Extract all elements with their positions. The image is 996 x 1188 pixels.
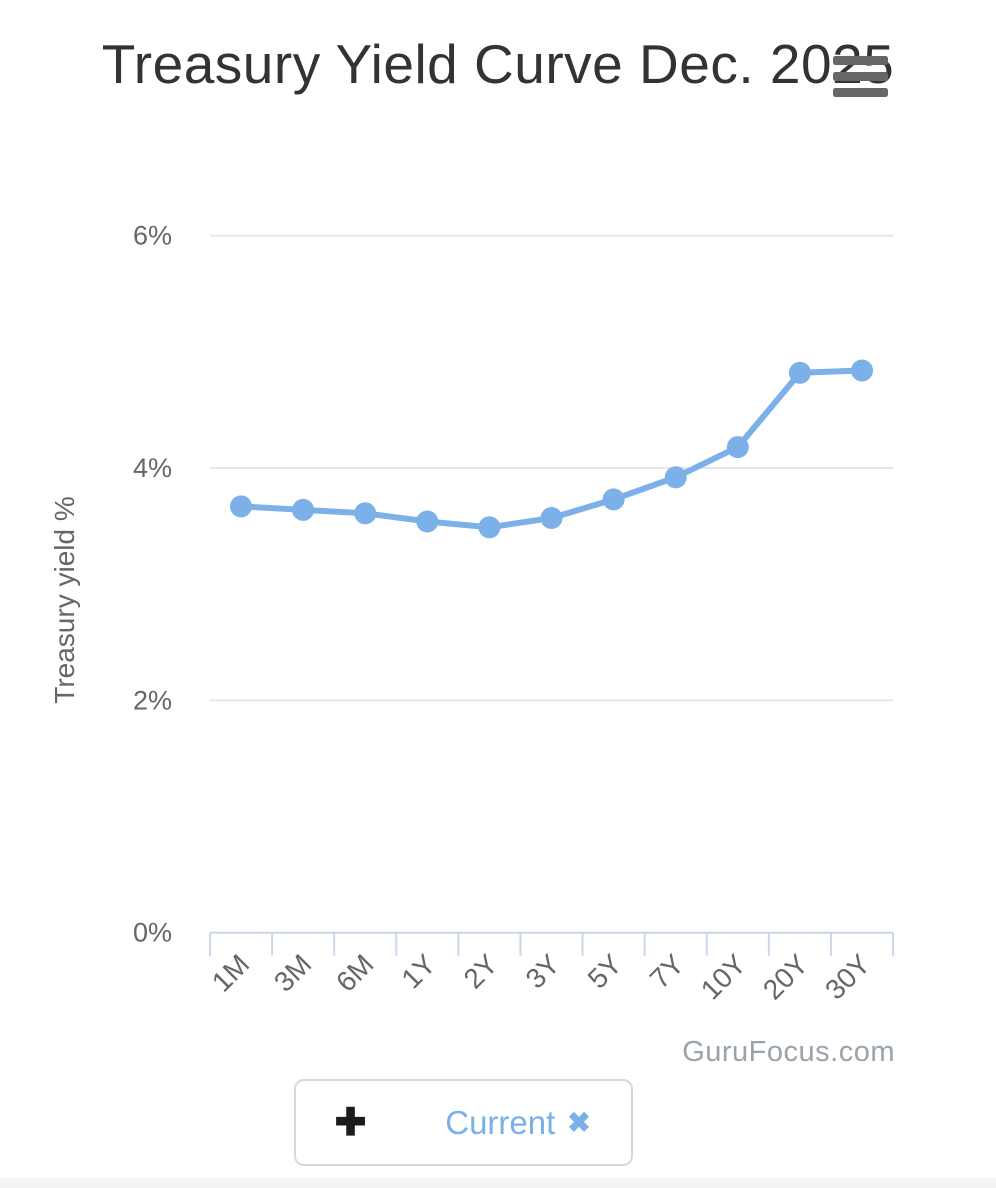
data-point-5y[interactable] — [602, 488, 625, 511]
x-axis-tick-label: 20Y — [757, 948, 814, 1005]
chart-title: Treasury Yield Curve Dec. 2025 — [101, 33, 895, 95]
x-axis-tick-label: 3Y — [520, 948, 566, 994]
y-axis-title: Treasury yield % — [49, 496, 80, 703]
menu-bar — [833, 88, 888, 97]
x-axis-tick-label: 30Y — [819, 948, 876, 1005]
x-axis-tick-label: 10Y — [695, 948, 752, 1005]
x-axis-tick-label: 5Y — [582, 948, 628, 994]
data-point-1y[interactable] — [416, 510, 439, 533]
y-axis-tick-label: 2% — [133, 685, 172, 715]
add-series-button[interactable]: ✚ — [296, 1081, 405, 1164]
series-line — [238, 367, 865, 531]
menu-bar — [833, 56, 888, 65]
x-axis-tick-label: 3M — [268, 948, 317, 997]
x-axis-tick-label: 6M — [330, 948, 379, 997]
x-axis-tick-label: 7Y — [644, 948, 690, 994]
plus-icon: ✚ — [334, 1102, 367, 1144]
data-point-1m[interactable] — [230, 495, 252, 518]
remove-series-icon[interactable]: ✖ — [567, 1107, 591, 1138]
y-axis-tick-label: 6% — [133, 221, 172, 251]
data-point-6m[interactable] — [354, 502, 377, 525]
footer-strip — [0, 1178, 996, 1188]
x-axis-tick-label: 1Y — [395, 948, 441, 994]
y-axis-tick-label: 0% — [133, 918, 172, 948]
x-axis-tick-label: 2Y — [458, 948, 504, 994]
x-axis-tick-label: 1M — [206, 948, 255, 997]
data-point-3m[interactable] — [292, 498, 315, 521]
data-point-7y[interactable] — [664, 466, 687, 489]
y-axis-tick-label: 4% — [133, 453, 172, 483]
menu-bar — [833, 72, 888, 81]
data-point-20y[interactable] — [788, 361, 811, 384]
legend-item-current[interactable]: Current ✖ — [405, 1081, 631, 1164]
legend-bar: ✚ Current ✖ — [294, 1079, 633, 1166]
data-point-3y[interactable] — [540, 507, 563, 529]
data-point-30y[interactable] — [851, 359, 873, 382]
data-point-2y[interactable] — [478, 516, 501, 539]
watermark[interactable]: GuruFocus.com — [682, 1036, 895, 1068]
legend-item-label: Current — [445, 1103, 556, 1141]
hamburger-menu-icon[interactable] — [833, 56, 888, 97]
data-point-10y[interactable] — [726, 436, 749, 459]
